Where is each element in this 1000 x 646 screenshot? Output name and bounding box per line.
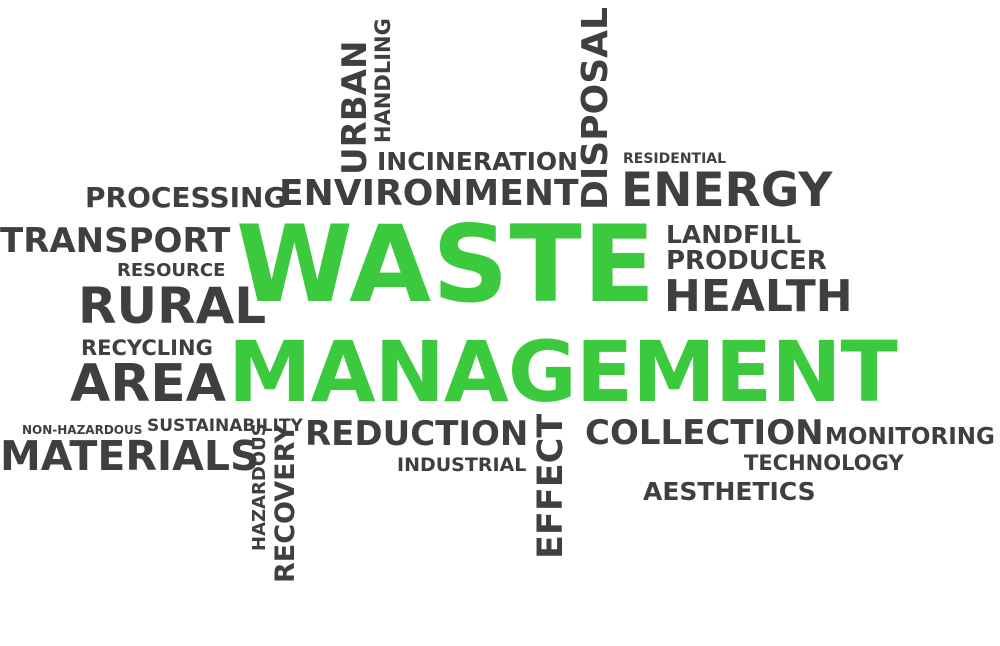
word-hazardous: HAZARDOUS xyxy=(249,423,270,551)
word-industrial: INDUSTRIAL xyxy=(397,454,527,476)
word-processing: PROCESSING xyxy=(85,181,287,214)
word-resource: RESOURCE xyxy=(117,260,226,281)
word-disposal: DISPOSAL xyxy=(575,7,616,210)
word-residential: RESIDENTIAL xyxy=(623,151,727,167)
word-urban: URBAN xyxy=(335,40,375,175)
word-collection: COLLECTION xyxy=(585,413,824,453)
word-landfill: LANDFILL xyxy=(666,220,802,249)
word-sustainability: SUSTAINABILITY xyxy=(147,416,303,436)
word-energy: ENERGY xyxy=(621,163,833,218)
word-reduction: REDUCTION xyxy=(305,414,529,454)
word-health: HEALTH xyxy=(664,271,853,322)
word-technology: TECHNOLOGY xyxy=(744,451,904,475)
word-environment: ENVIRONMENT xyxy=(279,173,579,214)
word-producer: PRODUCER xyxy=(666,246,827,276)
word-monitoring: MONITORING xyxy=(825,424,995,450)
word-rural: RURAL xyxy=(78,277,267,335)
word-materials: MATERIALS xyxy=(0,432,260,480)
word-effect: EFFECT xyxy=(531,413,571,559)
word-non-hazardous: NON-HAZARDOUS xyxy=(22,423,143,437)
word-area: AREA xyxy=(70,354,227,414)
word-aesthetics: AESTHETICS xyxy=(643,477,816,506)
word-incineration: INCINERATION xyxy=(377,147,579,176)
word-recovery: RECOVERY xyxy=(270,423,301,583)
word-recycling: RECYCLING xyxy=(81,336,213,360)
word-management: MANAGEMENT xyxy=(228,323,898,421)
word-waste: WASTE xyxy=(236,203,657,326)
word-handling: HANDLING xyxy=(371,18,395,143)
word-transport: TRANSPORT xyxy=(0,221,231,261)
